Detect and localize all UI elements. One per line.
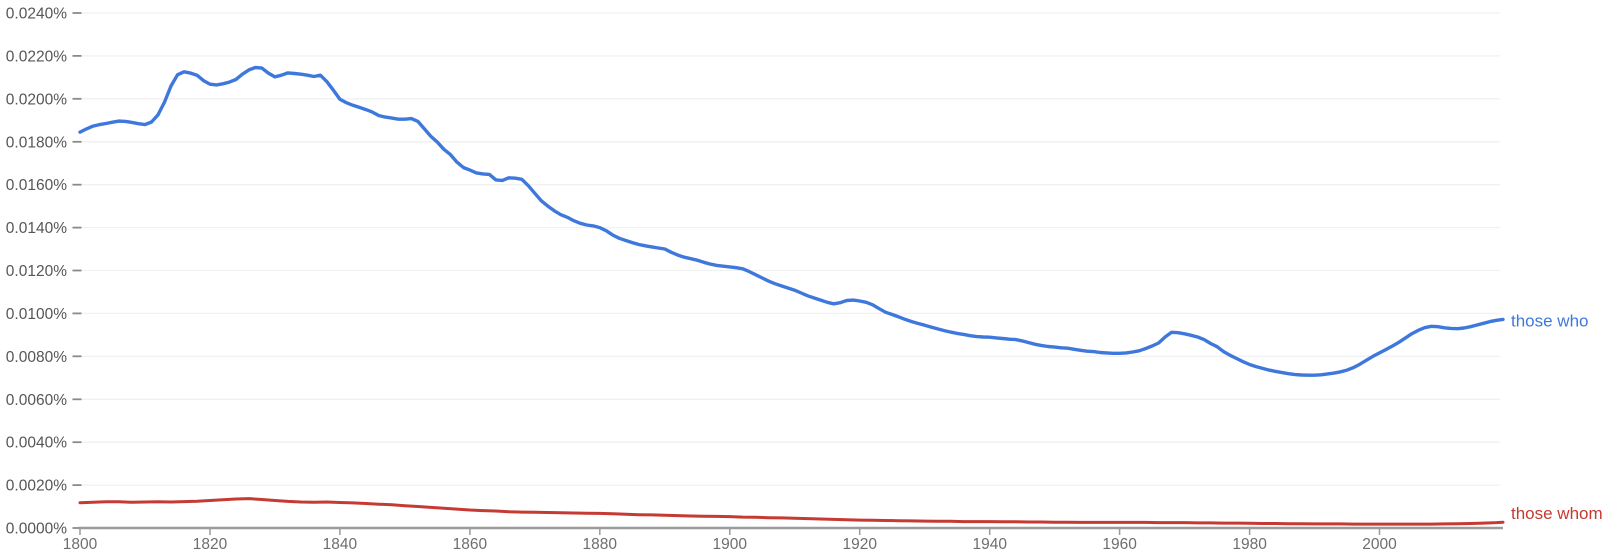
x-tick-label: 1860 <box>453 536 488 553</box>
x-tick-label: 1920 <box>842 536 877 553</box>
y-tick-label: 0.0180% <box>6 134 67 151</box>
series-line-those-who <box>78 65 1505 377</box>
y-tick-label: 0.0140% <box>6 220 67 237</box>
y-tick-label: 0.0040% <box>6 435 67 452</box>
series-lines-group <box>78 65 1505 526</box>
x-tick-label: 1900 <box>713 536 748 553</box>
y-tick-label: 0.0120% <box>6 263 67 280</box>
x-tick-label: 1800 <box>63 536 98 553</box>
series-labels-group: those who those whom <box>1511 311 1603 523</box>
y-tick-label: 0.0160% <box>6 177 67 194</box>
series-line-those-whom <box>78 497 1505 526</box>
y-tick-label: 0.0060% <box>6 392 67 409</box>
x-axis-group: 1800 1820 1840 1860 1880 1900 1920 1940 1960 1980… <box>63 526 1503 553</box>
x-tick-label: 2000 <box>1362 536 1397 553</box>
x-tick-label: 1880 <box>583 536 618 553</box>
y-tick-label: 0.0220% <box>6 48 67 65</box>
y-tick-label: 0.0200% <box>6 91 67 108</box>
x-tick-label: 1820 <box>193 536 228 553</box>
y-tick-label: 0.0240% <box>6 6 67 23</box>
y-tick-label: 0.0080% <box>6 349 67 366</box>
x-tick-label: 1980 <box>1232 536 1267 553</box>
y-tick-label: 0.0000% <box>6 521 67 538</box>
gridlines-group <box>79 12 1500 486</box>
series-label-those-who[interactable]: those who <box>1511 311 1589 330</box>
y-axis-group: 0.0240% 0.0220% 0.0200% 0.0180% 0.0160% 0.014… <box>6 6 82 538</box>
x-tick-label: 1940 <box>972 536 1007 553</box>
x-tick-label: 1840 <box>323 536 358 553</box>
series-label-those-whom[interactable]: those whom <box>1511 504 1603 523</box>
y-tick-label: 0.0020% <box>6 478 67 495</box>
x-tick-label: 1960 <box>1102 536 1137 553</box>
y-tick-label: 0.0100% <box>6 306 67 323</box>
